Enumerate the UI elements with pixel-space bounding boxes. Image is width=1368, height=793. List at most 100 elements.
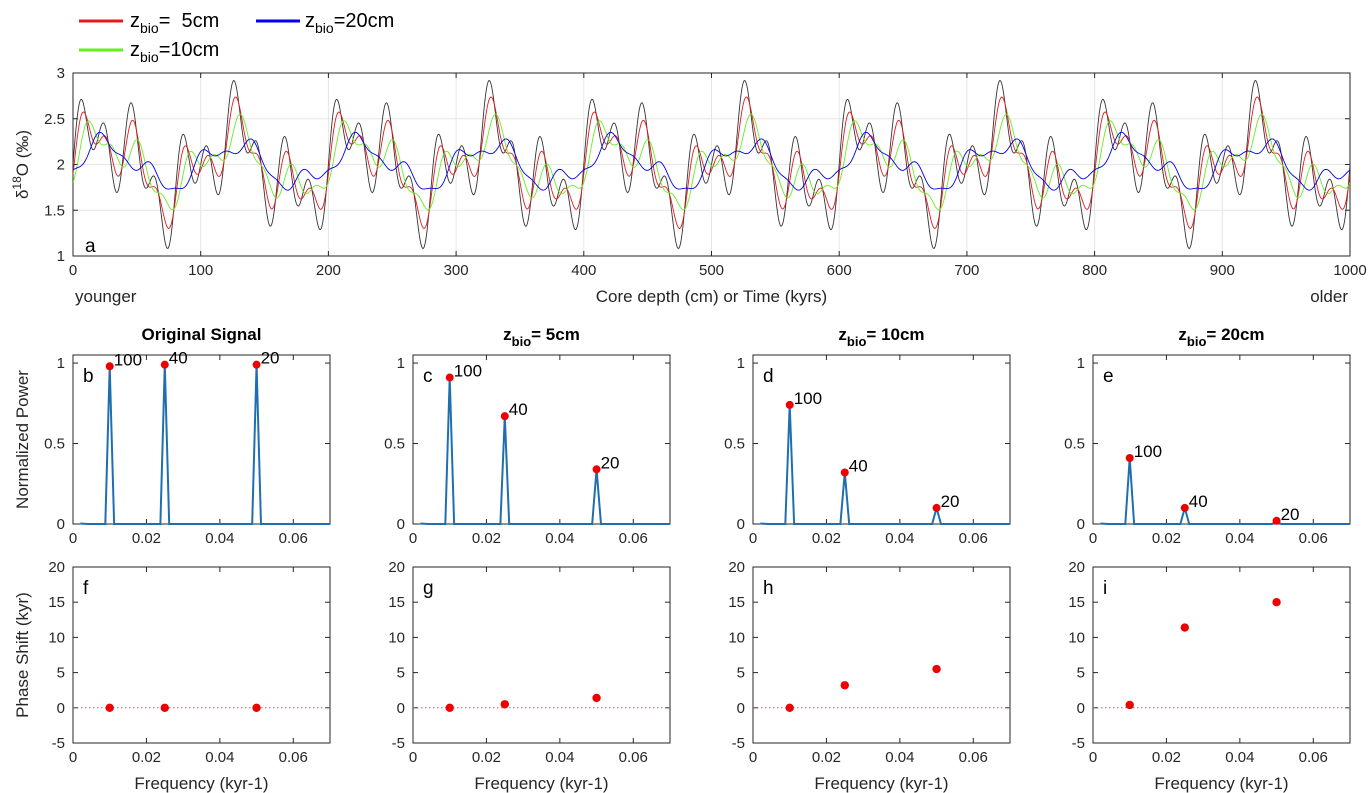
panel-h-ytick-label-3: 10 bbox=[728, 629, 745, 646]
panel-a-series-3 bbox=[73, 131, 1350, 191]
panel-g-phase-point-0 bbox=[445, 703, 454, 712]
panel-f-letter: f bbox=[83, 578, 89, 599]
panel-d-xtick-label-3: 0.06 bbox=[959, 530, 988, 547]
panel-c-spectrum-line bbox=[420, 377, 670, 525]
svg-text:zbio= 5cm: zbio= 5cm bbox=[130, 10, 219, 36]
panel-g-xtick-label-3: 0.06 bbox=[619, 749, 648, 766]
panel-a: 0 100 200 300 400 500 600 700 800 900 1000 1 1.5 2 2.5… bbox=[10, 65, 1367, 306]
panel-f-ytick-label-1: 0 bbox=[57, 700, 65, 717]
panel-h-phase-point-1 bbox=[840, 681, 849, 690]
panel-h-ytick-label-0: -5 bbox=[732, 735, 745, 752]
svg-text:zbio=10cm: zbio=10cm bbox=[130, 39, 219, 65]
panel-a-series-1 bbox=[73, 96, 1350, 229]
panel-g-xtick-label-0: 0 bbox=[409, 749, 417, 766]
panel-a-xtick-label-10: 1000 bbox=[1333, 262, 1366, 279]
panel-e-peak-point-0 bbox=[1125, 454, 1134, 463]
panel-b-peak-label-2: 20 bbox=[261, 349, 280, 368]
panel-g-phase-point-1 bbox=[500, 700, 509, 709]
panel-f-xtick-label-0: 0 bbox=[69, 749, 77, 766]
panel-g-phase-point-2 bbox=[592, 693, 601, 703]
panel-c-ytick-label-1: 0.5 bbox=[384, 436, 405, 453]
panel-a-letter: a bbox=[85, 236, 96, 257]
panel-a-xtick-label-0: 0 bbox=[69, 262, 77, 279]
panel-i-xtick-label-2: 0.04 bbox=[1225, 749, 1254, 766]
panel-i-xtick-label-3: 0.06 bbox=[1299, 749, 1328, 766]
panel-f-xtick-label-2: 0.04 bbox=[205, 749, 234, 766]
panel-c-xtick-label-0: 0 bbox=[409, 530, 417, 547]
panel-f-axes-box bbox=[72, 566, 331, 744]
panel-i-ytick-label-0: -5 bbox=[1072, 735, 1085, 752]
panel-f-phase-point-1 bbox=[160, 703, 169, 712]
panel-f-xtick-label-1: 0.02 bbox=[132, 749, 161, 766]
panel-a-xtick-label-5: 500 bbox=[699, 262, 724, 279]
panel-e-peak-label-0: 100 bbox=[1134, 442, 1162, 461]
panel-e-peak-point-1 bbox=[1180, 503, 1189, 512]
panel-b-xtick-label-3: 0.06 bbox=[279, 530, 308, 547]
panel-f-ytick-label-4: 15 bbox=[48, 594, 65, 611]
panel-h-ytick-label-1: 0 bbox=[737, 700, 745, 717]
panel-g-xtick-label-1: 0.02 bbox=[472, 749, 501, 766]
panel-g-ytick-label-2: 5 bbox=[397, 665, 405, 682]
panel-h-xlabel: Frequency (kyr-1) bbox=[814, 774, 948, 793]
panel-c-xtick-label-1: 0.02 bbox=[472, 530, 501, 547]
panel-b-xtick-label-2: 0.04 bbox=[205, 530, 234, 547]
panel-f-ytick-label-2: 5 bbox=[57, 665, 65, 682]
panel-d-xtick-label-0: 0 bbox=[749, 530, 757, 547]
panel-d-peak-point-2 bbox=[932, 503, 941, 512]
panel-g-ytick-label-5: 20 bbox=[388, 559, 405, 576]
legend-label-5cm-rest: = 5cm bbox=[159, 10, 220, 32]
panel-e-ytick-label-0: 0 bbox=[1077, 516, 1085, 533]
panel-h-letter: h bbox=[763, 578, 774, 599]
panel-c-ytick-label-0: 0 bbox=[397, 516, 405, 533]
panel-h-xtick-label-0: 0 bbox=[749, 749, 757, 766]
panel-g-xlabel: Frequency (kyr-1) bbox=[474, 774, 608, 793]
panel-a-xtick-label-4: 400 bbox=[571, 262, 596, 279]
legend-label-10cm-sub: bio bbox=[140, 49, 159, 65]
panel-d-spectrum-line bbox=[760, 404, 1010, 525]
panel-c-peak-point-0 bbox=[445, 373, 454, 382]
svg-text:zbio=20cm: zbio=20cm bbox=[305, 10, 394, 36]
panel-f-ylabel: Phase Shift (kyr) bbox=[13, 592, 32, 718]
panel-c: 0 0.02 0.04 0.06 0 0.5 1 100 40 20 c zbio= 5cm bbox=[384, 325, 671, 547]
panel-h-xtick-label-2: 0.04 bbox=[885, 749, 914, 766]
panel-d-peak-label-2: 20 bbox=[941, 492, 960, 511]
panel-g-ytick-label-0: -5 bbox=[392, 735, 405, 752]
panel-a-ylabel: δ18O (‰) bbox=[10, 130, 32, 199]
panel-a-xtick-label-6: 600 bbox=[827, 262, 852, 279]
panel-b-ylabel: Normalized Power bbox=[13, 370, 32, 509]
panel-b: 0 0.02 0.04 0.06 0 0.5 1 100 40 20 b Original Signa… bbox=[13, 325, 331, 547]
panel-e-ytick-label-1: 0.5 bbox=[1064, 436, 1085, 453]
panel-b-xtick-label-1: 0.02 bbox=[132, 530, 161, 547]
panel-b-peak-point-2 bbox=[252, 360, 261, 369]
panel-a-ytick-label-3: 2.5 bbox=[44, 111, 65, 128]
panel-c-letter: c bbox=[423, 366, 433, 387]
panel-i-xlabel: Frequency (kyr-1) bbox=[1154, 774, 1288, 793]
panel-g-ytick-label-3: 10 bbox=[388, 629, 405, 646]
panel-a-xtick-label-7: 700 bbox=[954, 262, 979, 279]
panel-i-ytick-label-2: 5 bbox=[1077, 665, 1085, 682]
panel-g-xtick-label-2: 0.04 bbox=[545, 749, 574, 766]
panel-a-xtick-label-8: 800 bbox=[1082, 262, 1107, 279]
panel-e: 0 0.02 0.04 0.06 0 0.5 1 100 40 20 e zbio= 20cm bbox=[1064, 325, 1351, 547]
panel-a-ytick-label-4: 3 bbox=[57, 65, 65, 82]
legend-label-5cm-sub: bio bbox=[140, 20, 159, 36]
charts-container: 0 100 200 300 400 500 600 700 800 900 100011.522.5… bbox=[10, 65, 1367, 793]
legend-item-zbio-10cm: zbio=10cm bbox=[79, 39, 219, 65]
legend-item-zbio-5cm: zbio= 5cm bbox=[79, 10, 219, 36]
panel-e-peak-label-1: 40 bbox=[1189, 492, 1208, 511]
panel-h-ytick-label-5: 20 bbox=[728, 559, 745, 576]
panel-e-spectrum-line bbox=[1100, 457, 1350, 525]
panel-e-peak-label-2: 20 bbox=[1281, 505, 1300, 524]
legend-label-20cm-sub: bio bbox=[315, 20, 334, 36]
panel-f-ytick-label-3: 10 bbox=[48, 629, 65, 646]
panel-b-xtick-label-0: 0 bbox=[69, 530, 77, 547]
panel-c-xtick-label-2: 0.04 bbox=[545, 530, 574, 547]
panel-b-peak-point-1 bbox=[160, 360, 169, 369]
panel-c-ytick-label-2: 1 bbox=[397, 355, 405, 372]
panel-a-xtick-label-3: 300 bbox=[444, 262, 469, 279]
panel-c-peak-label-1: 40 bbox=[509, 400, 528, 419]
panel-h-xtick-label-3: 0.06 bbox=[959, 749, 988, 766]
panel-b-spectrum-line bbox=[80, 364, 330, 525]
panel-d-letter: d bbox=[763, 366, 774, 387]
